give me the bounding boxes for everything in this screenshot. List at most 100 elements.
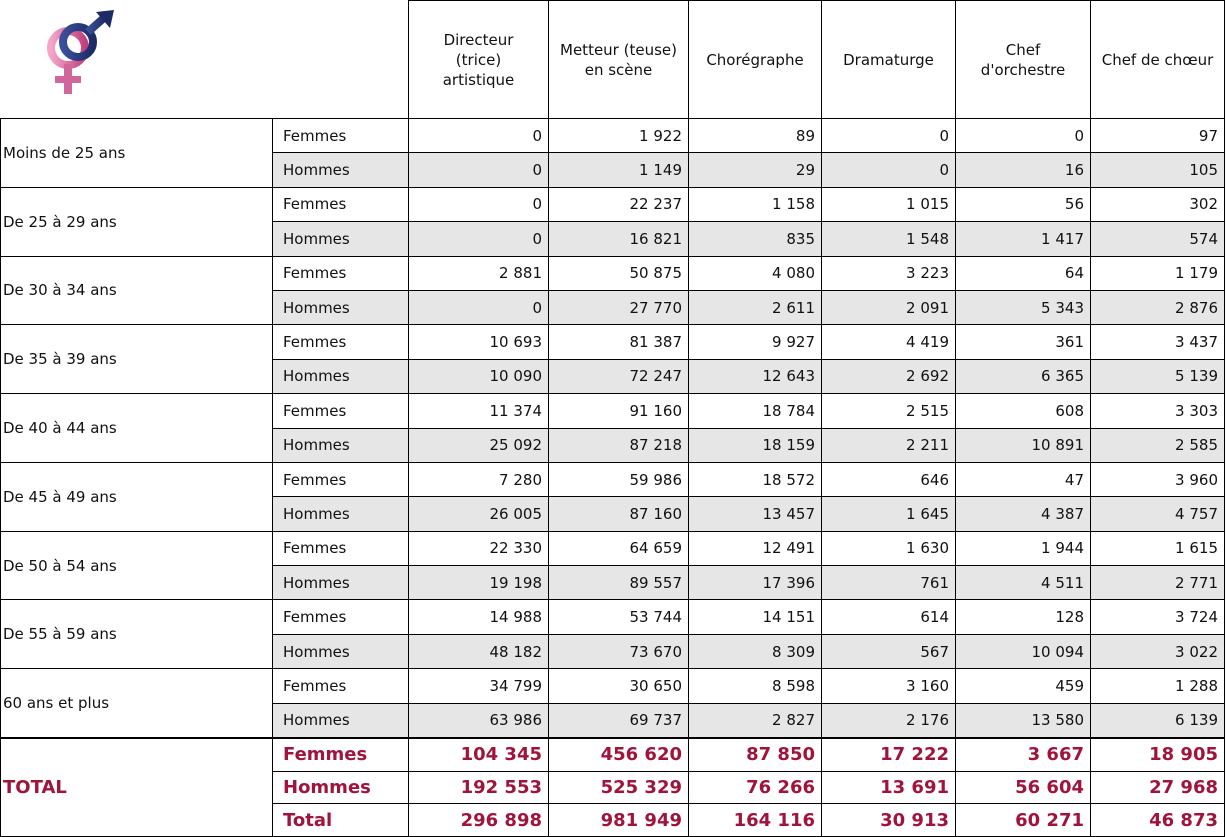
value-cell: 48 182 <box>408 633 549 670</box>
total-value: 3 667 <box>955 737 1091 772</box>
value-cell: 10 094 <box>955 633 1091 670</box>
sex-label: Hommes <box>272 702 409 739</box>
table-row: De 50 à 54 ans Femmes 22 330 64 659 12 491 1 … <box>0 530 1225 601</box>
total-value: 46 873 <box>1090 803 1225 837</box>
total-value: 192 553 <box>408 770 549 805</box>
value-cell: 3 437 <box>1090 324 1225 360</box>
value-cell: 1 944 <box>955 530 1091 567</box>
value-cell: 614 <box>821 599 956 635</box>
table-row: 60 ans et plus Femmes 34 799 30 650 8 598 3 1… <box>0 668 1225 739</box>
value-cell: 3 724 <box>1090 599 1225 635</box>
age-group: De 55 à 59 ans <box>0 599 273 670</box>
sex-label: Femmes <box>272 461 409 498</box>
table-row: Hommes 0 1 149 29 0 16 105 <box>1 152 1225 188</box>
value-cell: 2 827 <box>688 702 822 739</box>
sex-label: Femmes <box>272 117 409 154</box>
total-value: 17 222 <box>821 737 956 772</box>
value-cell: 3 022 <box>1090 633 1225 670</box>
value-cell: 0 <box>955 117 1091 154</box>
column-header: Metteur (teuse) en scène <box>548 0 689 119</box>
value-cell: 1 179 <box>1090 255 1225 291</box>
sex-label: Hommes <box>272 152 409 188</box>
gender-icon <box>47 10 114 94</box>
value-cell: 91 160 <box>548 393 689 429</box>
value-cell: 56 <box>955 186 1091 223</box>
sex-label: Hommes <box>272 633 409 670</box>
value-cell: 4 511 <box>955 565 1091 601</box>
column-header: Chef de chœur <box>1090 0 1225 119</box>
value-cell: 6 139 <box>1090 702 1225 739</box>
age-group: De 40 à 44 ans <box>0 393 273 463</box>
value-cell: 47 <box>955 461 1091 498</box>
value-cell: 89 <box>688 117 822 154</box>
value-cell: 81 387 <box>548 324 689 360</box>
value-cell: 12 643 <box>688 358 822 395</box>
value-cell: 2 692 <box>821 358 956 395</box>
total-label: TOTAL <box>0 737 273 837</box>
age-group: De 50 à 54 ans <box>0 530 273 601</box>
value-cell: 2 091 <box>821 289 956 326</box>
table-row: De 30 à 34 ans Femmes 2 881 50 875 4 080 3 22… <box>0 255 1225 326</box>
sex-label: Femmes <box>272 393 409 429</box>
value-cell: 1 158 <box>688 186 822 223</box>
value-cell: 574 <box>1090 221 1225 257</box>
column-header: Dramaturge <box>821 0 956 119</box>
value-cell: 13 580 <box>955 702 1091 739</box>
value-cell: 16 821 <box>548 221 689 257</box>
total-row: Total 296 898 981 949 164 116 30 913 60 271 46… <box>1 803 1225 837</box>
value-cell: 0 <box>821 152 956 188</box>
sex-label: Hommes <box>272 221 409 257</box>
value-cell: 25 092 <box>408 427 549 463</box>
value-cell: 22 237 <box>548 186 689 223</box>
age-group: De 30 à 34 ans <box>0 255 273 326</box>
value-cell: 16 <box>955 152 1091 188</box>
table-row: De 55 à 59 ans Femmes 14 988 53 744 14 151 61… <box>0 599 1225 670</box>
table-row: Hommes 63 986 69 737 2 827 2 176 13 580 6 139 <box>1 702 1225 739</box>
value-cell: 72 247 <box>548 358 689 395</box>
value-cell: 3 960 <box>1090 461 1225 498</box>
value-cell: 361 <box>955 324 1091 360</box>
table-row: Hommes 10 090 72 247 12 643 2 692 6 365 5 139 <box>1 358 1225 395</box>
total-row: Hommes 192 553 525 329 76 266 13 691 56 604 27… <box>1 770 1225 805</box>
sex-label: Femmes <box>272 324 409 360</box>
total-value: 525 329 <box>548 770 689 805</box>
value-cell: 69 737 <box>548 702 689 739</box>
sex-label: Hommes <box>272 427 409 463</box>
value-cell: 8 309 <box>688 633 822 670</box>
value-cell: 3 303 <box>1090 393 1225 429</box>
value-cell: 53 744 <box>548 599 689 635</box>
value-cell: 63 986 <box>408 702 549 739</box>
value-cell: 2 876 <box>1090 289 1225 326</box>
value-cell: 302 <box>1090 186 1225 223</box>
header-row: Directeur (trice) artistique Metteur (teu… <box>0 0 1225 119</box>
table-row: Hommes 0 27 770 2 611 2 091 5 343 2 876 <box>1 289 1225 326</box>
value-cell: 2 176 <box>821 702 956 739</box>
value-cell: 1 417 <box>955 221 1091 257</box>
value-cell: 26 005 <box>408 496 549 532</box>
value-cell: 0 <box>408 117 549 154</box>
column-header: Directeur (trice) artistique <box>408 0 549 119</box>
age-group: 60 ans et plus <box>0 668 273 739</box>
table-row: De 25 à 29 ans Femmes 0 22 237 1 158 1 015 56 3… <box>0 186 1225 257</box>
value-cell: 459 <box>955 668 1091 704</box>
total-value: 104 345 <box>408 737 549 772</box>
sex-label: Hommes <box>272 496 409 532</box>
value-cell: 87 160 <box>548 496 689 532</box>
value-cell: 128 <box>955 599 1091 635</box>
value-cell: 18 159 <box>688 427 822 463</box>
value-cell: 2 881 <box>408 255 549 291</box>
blank-cell <box>0 0 273 119</box>
age-group: De 45 à 49 ans <box>0 461 273 532</box>
value-cell: 5 343 <box>955 289 1091 326</box>
sex-label: Hommes <box>272 565 409 601</box>
value-cell: 2 771 <box>1090 565 1225 601</box>
sex-label: Femmes <box>272 599 409 635</box>
value-cell: 567 <box>821 633 956 670</box>
value-cell: 646 <box>821 461 956 498</box>
total-value: 87 850 <box>688 737 822 772</box>
total-value: 76 266 <box>688 770 822 805</box>
total-value: 981 949 <box>548 803 689 837</box>
value-cell: 2 211 <box>821 427 956 463</box>
sex-label: Hommes <box>272 289 409 326</box>
value-cell: 1 149 <box>548 152 689 188</box>
